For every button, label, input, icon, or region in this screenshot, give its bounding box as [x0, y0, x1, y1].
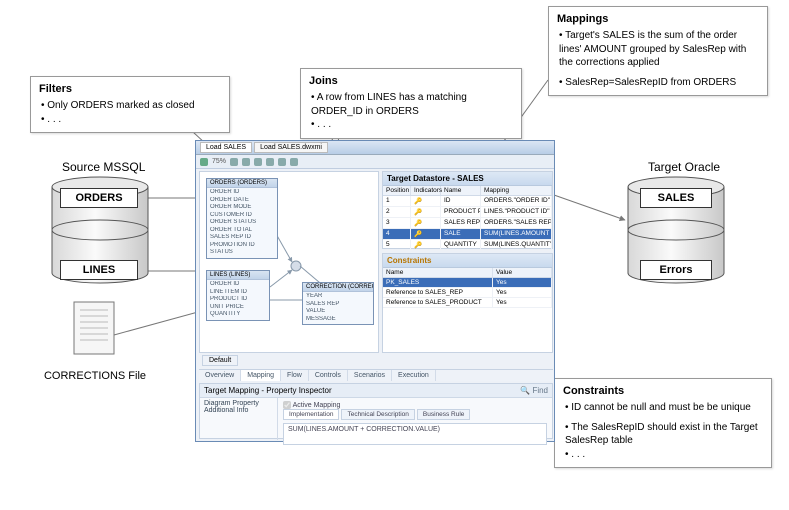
node-column: STATUS — [210, 249, 274, 257]
mapping-formula[interactable]: SUM(LINES.AMOUNT + CORRECTION.VALUE) — [283, 423, 547, 445]
panel-title: Target Datastore - SALES — [383, 172, 552, 186]
grid-header: Position Indicators Name Mapping — [383, 186, 552, 196]
constraint-row[interactable]: Reference to SALES_PRODUCTYes — [383, 298, 552, 308]
annotation-item: The SalesRepID should exist in the Targe… — [565, 421, 763, 448]
node-column: ORDER TOTAL — [210, 227, 274, 235]
node-column: QUANTITY — [210, 311, 266, 319]
bottom-tab[interactable]: Controls — [309, 370, 348, 381]
node-column: PRODUCT ID — [210, 296, 266, 304]
annotation-item: Target's SALES is the sum of the order l… — [559, 29, 759, 70]
annotation-title: Filters — [39, 83, 221, 95]
app-tab-active[interactable]: Load SALES — [200, 142, 252, 153]
property-tab[interactable]: Technical Description — [341, 409, 414, 420]
corrections-file-label: CORRECTIONS File — [40, 370, 150, 382]
etl-app-window: Load SALES Load SALES.dwxmi 75% ORDERS (… — [195, 140, 555, 442]
annotation-item: Only ORDERS marked as closed — [41, 99, 221, 113]
node-column: ORDER ID — [210, 189, 274, 197]
node-column: UNIT PRICE — [210, 304, 266, 312]
prop-left-label: Additional Info — [204, 407, 273, 414]
app-tab[interactable]: Load SALES.dwxmi — [254, 142, 328, 153]
property-tab[interactable]: Implementation — [283, 409, 339, 420]
annotation-item: A row from LINES has a matching ORDER_ID… — [311, 91, 513, 118]
annotation-filters: Filters Only ORDERS marked as closed . .… — [30, 76, 230, 133]
node-column: LINE ITEM ID — [210, 289, 266, 297]
target-row[interactable]: 2🔑PRODUCT PKLINES."PRODUCT ID" — [383, 207, 552, 218]
canvas-node-orders[interactable]: ORDERS (ORDERS) ORDER IDORDER DATEORDER … — [206, 178, 278, 259]
bottom-tab[interactable]: Overview — [199, 370, 241, 381]
property-title: Target Mapping - Property Inspector 🔍 Fi… — [200, 384, 552, 398]
node-title: CORRECTION (CORRECTION) — [303, 283, 373, 292]
node-column: SALES REP — [306, 301, 370, 309]
node-column: ORDER MODE — [210, 204, 274, 212]
bottom-tab[interactable]: Mapping — [241, 370, 281, 381]
property-tab[interactable]: Business Rule — [417, 409, 471, 420]
node-column: ORDER DATE — [210, 197, 274, 205]
annotation-mappings: Mappings Target's SALES is the sum of th… — [548, 6, 768, 96]
annotation-item: . . . — [311, 118, 513, 132]
node-column: VALUE — [306, 308, 370, 316]
target-row[interactable]: 3🔑SALES REPORDERS."SALES REP ID" — [383, 218, 552, 229]
target-table-errors: Errors — [640, 260, 712, 280]
annotation-constraints: Constraints ID cannot be null and must b… — [554, 378, 772, 468]
bottom-tabs: OverviewMappingFlowControlsScenariosExec… — [199, 369, 553, 381]
node-column: ORDER ID — [210, 281, 266, 289]
node-column: MESSAGE — [306, 316, 370, 324]
node-column: YEAR — [306, 293, 370, 301]
annotation-title: Mappings — [557, 13, 759, 25]
property-tabs: ImplementationTechnical DescriptionBusin… — [283, 409, 547, 420]
app-header: Load SALES Load SALES.dwxmi — [196, 141, 554, 155]
toolbar-icon[interactable] — [254, 158, 262, 166]
panel-title: Constraints — [383, 254, 552, 268]
bottom-tab[interactable]: Scenarios — [348, 370, 392, 381]
annotation-title: Joins — [309, 75, 513, 87]
node-column: CUSTOMER ID — [210, 212, 274, 220]
target-row[interactable]: 1🔑IDORDERS."ORDER ID" — [383, 196, 552, 207]
constraint-row[interactable]: Reference to SALES_REPYes — [383, 288, 552, 298]
toolbar-icon[interactable] — [290, 158, 298, 166]
annotation-item: SalesRep=SalesRepID from ORDERS — [559, 76, 759, 90]
canvas-node-lines[interactable]: LINES (LINES) ORDER IDLINE ITEM IDPRODUC… — [206, 270, 270, 321]
active-mapping-checkbox[interactable] — [283, 401, 291, 409]
node-column: PROMOTION ID — [210, 242, 274, 250]
node-column: SALES REP ID — [210, 234, 274, 242]
node-title: LINES (LINES) — [207, 271, 269, 280]
mapping-canvas[interactable]: ORDERS (ORDERS) ORDER IDORDER DATEORDER … — [199, 171, 379, 353]
annotation-item: . . . — [41, 113, 221, 127]
node-column: ORDER STATUS — [210, 219, 274, 227]
corrections-file-icon — [72, 300, 116, 356]
target-datastore-panel: Target Datastore - SALES Position Indica… — [382, 171, 553, 249]
target-table-sales: SALES — [640, 188, 712, 208]
source-db-title: Source MSSQL — [62, 160, 145, 174]
property-inspector: Target Mapping - Property Inspector 🔍 Fi… — [199, 383, 553, 439]
bottom-tab[interactable]: Execution — [392, 370, 436, 381]
constraints-panel: Constraints Name Value PK_SALESYesRefere… — [382, 253, 553, 353]
prop-left-label: Diagram Property — [204, 400, 273, 407]
zoom-icon[interactable] — [200, 158, 208, 166]
zoom-value: 75% — [212, 158, 226, 165]
annotation-item: . . . — [565, 448, 763, 462]
target-db-title: Target Oracle — [648, 160, 720, 174]
source-table-lines: LINES — [60, 260, 138, 280]
toolbar-icon[interactable] — [230, 158, 238, 166]
source-table-orders: ORDERS — [60, 188, 138, 208]
app-toolbar: 75% — [196, 155, 554, 169]
default-label[interactable]: Default — [202, 355, 238, 366]
constraint-row[interactable]: PK_SALESYes — [383, 278, 552, 288]
toolbar-icon[interactable] — [242, 158, 250, 166]
target-row[interactable]: 5🔑QUANTITYSUM(LINES.QUANTITY) — [383, 240, 552, 251]
node-title: ORDERS (ORDERS) — [207, 179, 277, 188]
annotation-item: ID cannot be null and must be be unique — [565, 401, 763, 415]
annotation-title: Constraints — [563, 385, 763, 397]
toolbar-icon[interactable] — [278, 158, 286, 166]
grid-header: Name Value — [383, 268, 552, 278]
toolbar-icon[interactable] — [266, 158, 274, 166]
annotation-joins: Joins A row from LINES has a matching OR… — [300, 68, 522, 139]
bottom-tab[interactable]: Flow — [281, 370, 309, 381]
canvas-node-correction[interactable]: CORRECTION (CORRECTION) YEARSALES REPVAL… — [302, 282, 374, 325]
target-row[interactable]: 4🔑SALESUM(LINES.AMOUNT + CORRECTION.VALU… — [383, 229, 552, 240]
